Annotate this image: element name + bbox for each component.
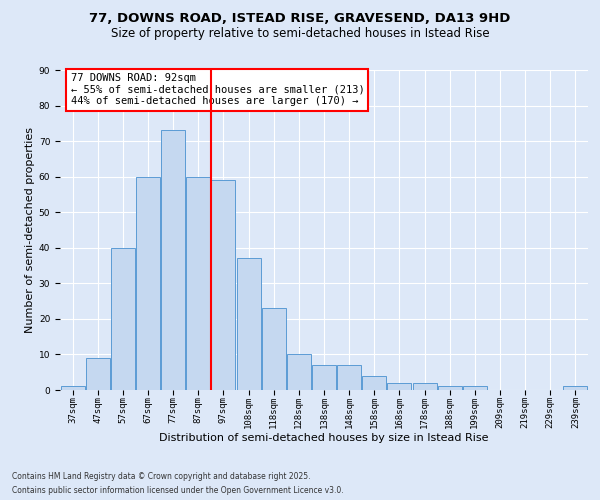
- Text: Contains public sector information licensed under the Open Government Licence v3: Contains public sector information licen…: [12, 486, 344, 495]
- Bar: [438, 386, 461, 390]
- Text: 77 DOWNS ROAD: 92sqm
← 55% of semi-detached houses are smaller (213)
44% of semi: 77 DOWNS ROAD: 92sqm ← 55% of semi-detac…: [71, 73, 364, 106]
- Y-axis label: Number of semi-detached properties: Number of semi-detached properties: [25, 127, 35, 333]
- Bar: [262, 308, 286, 390]
- Bar: [463, 386, 487, 390]
- Text: Size of property relative to semi-detached houses in Istead Rise: Size of property relative to semi-detach…: [110, 28, 490, 40]
- Bar: [61, 386, 85, 390]
- Bar: [287, 354, 311, 390]
- Bar: [388, 383, 412, 390]
- Text: 77, DOWNS ROAD, ISTEAD RISE, GRAVESEND, DA13 9HD: 77, DOWNS ROAD, ISTEAD RISE, GRAVESEND, …: [89, 12, 511, 26]
- Text: Contains HM Land Registry data © Crown copyright and database right 2025.: Contains HM Land Registry data © Crown c…: [12, 472, 311, 481]
- Bar: [413, 383, 437, 390]
- X-axis label: Distribution of semi-detached houses by size in Istead Rise: Distribution of semi-detached houses by …: [159, 432, 489, 442]
- Bar: [86, 358, 110, 390]
- Bar: [136, 176, 160, 390]
- Bar: [362, 376, 386, 390]
- Bar: [337, 365, 361, 390]
- Bar: [312, 365, 336, 390]
- Bar: [236, 258, 260, 390]
- Bar: [563, 386, 587, 390]
- Bar: [211, 180, 235, 390]
- Bar: [111, 248, 135, 390]
- Bar: [187, 176, 210, 390]
- Bar: [161, 130, 185, 390]
